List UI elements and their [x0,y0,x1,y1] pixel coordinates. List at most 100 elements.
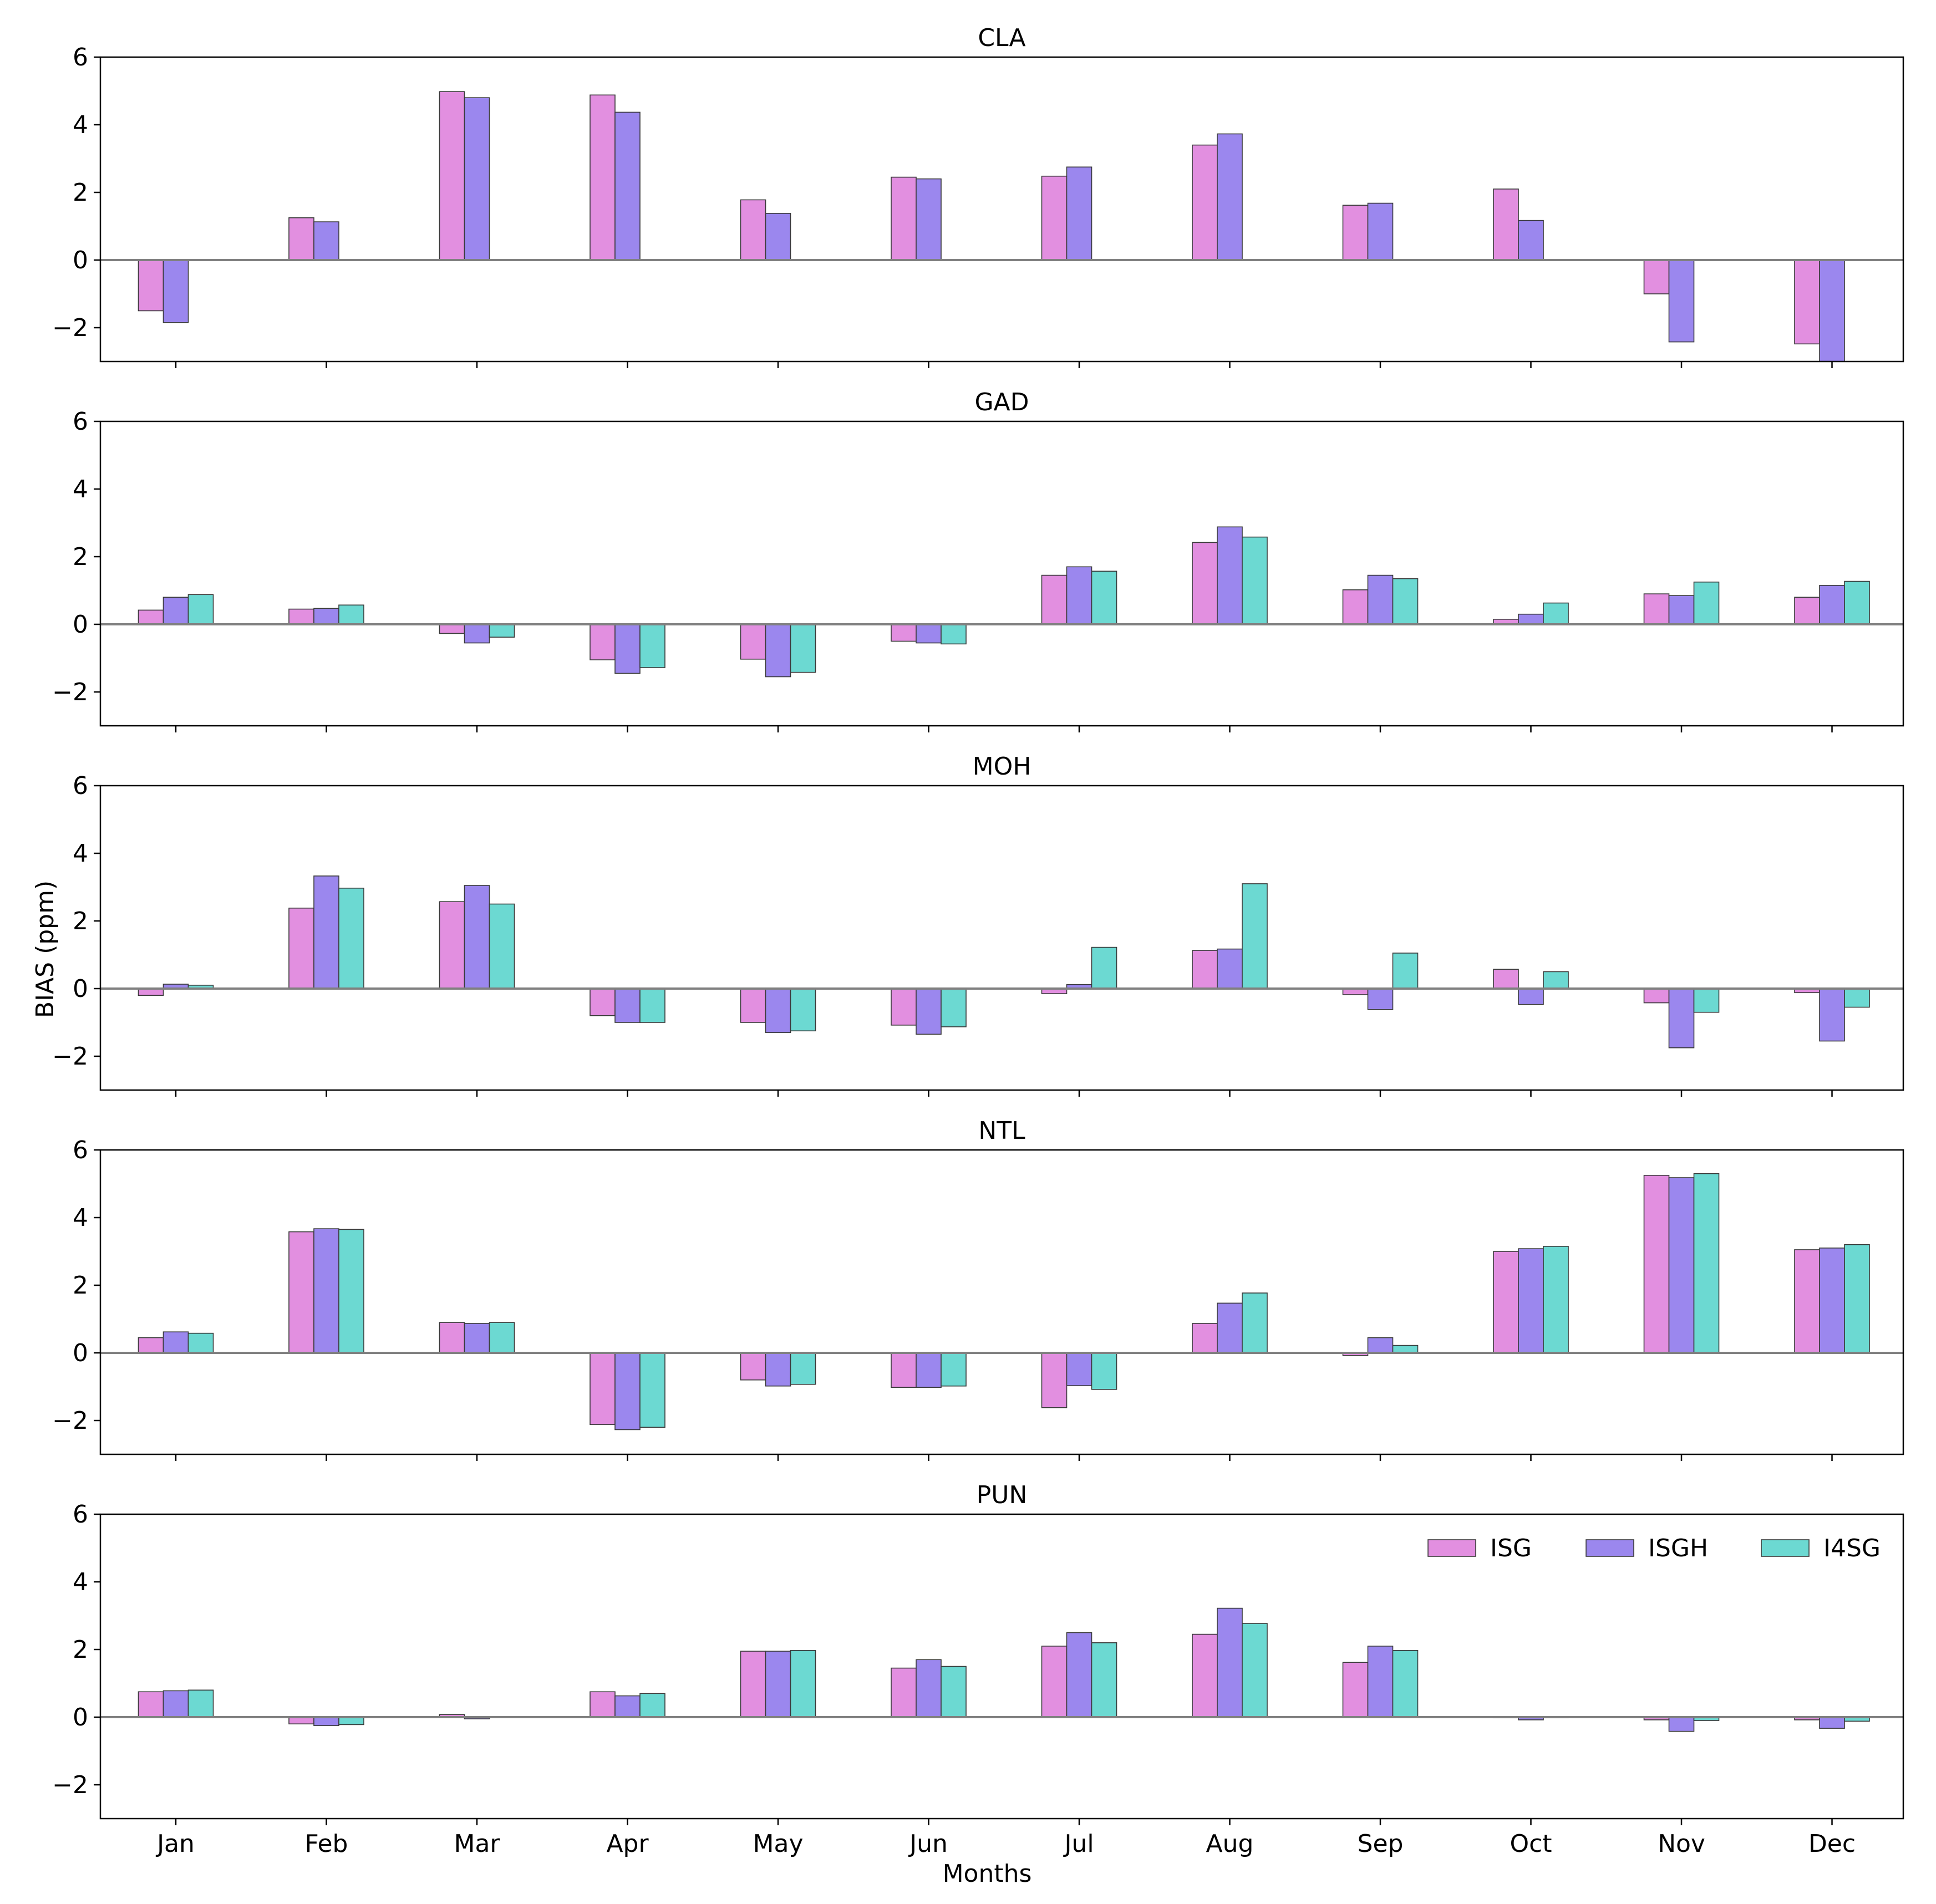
bar-isgh-feb [313,608,339,625]
y-tick-label: 0 [73,246,88,274]
panel-title: PUN [977,1481,1028,1509]
bar-isgh-jun [916,1659,942,1718]
bar-isg-may [740,1352,766,1381]
bar-isgh-aug [1217,1302,1243,1353]
bar-isgh-feb [313,1228,339,1353]
bar-i4sg-jul [1091,1642,1117,1718]
panel-frame [99,56,1904,363]
bars-group [138,1173,1870,1430]
bar-isg-apr [590,1352,616,1426]
bar-isg-jun [891,624,917,642]
bar-i4sg-apr [639,1693,665,1718]
bar-isg-jun [891,176,917,261]
bar-isgh-jul [1066,1632,1093,1718]
bar-i4sg-mar [489,1322,515,1353]
bar-isg-jun [891,1667,917,1718]
y-tick-label: 0 [73,975,88,1003]
x-tick-label: Aug [1206,1830,1254,1858]
bar-isgh-oct [1518,220,1544,261]
bar-i4sg-oct [1543,1246,1569,1353]
bar-i4sg-jul [1091,571,1117,625]
bar-isgh-apr [614,988,641,1023]
x-tick-label: Mar [454,1830,500,1858]
bar-isg-apr [590,988,616,1016]
legend-swatch-isg [1427,1539,1476,1557]
bar-i4sg-jan [187,594,214,625]
legend-label-isg: ISG [1490,1534,1532,1562]
panel-cla: CLA −2 0 2 4 6 [52,24,1904,368]
bar-isg-dec [1794,1249,1820,1353]
panel-title: NTL [978,1117,1025,1145]
bar-isg-dec [1794,597,1820,625]
bar-isgh-jul [1066,566,1093,625]
panel-frame [99,1513,1904,1820]
bar-isgh-jun [916,178,942,261]
bar-i4sg-feb [338,888,364,989]
y-tick-label: 6 [73,408,88,436]
bar-i4sg-sep [1392,578,1419,625]
y-axis-label: BIAS (ppm) [31,880,59,1018]
legend-label-isgh: ISGH [1648,1534,1708,1562]
bar-isg-jul [1041,574,1068,625]
x-tick-label: Apr [606,1830,649,1858]
bar-isg-feb [288,217,314,261]
bar-isg-oct [1493,969,1519,989]
legend: ISG ISGH I4SG [1427,1534,1881,1562]
panel-pun: PUN −2 0 2 4 6 Jan Feb Mar Apr May Jun Jul Aug Sep Oct N… [52,1481,1904,1858]
bar-isgh-oct [1518,1248,1544,1353]
bar-i4sg-may [790,1650,816,1718]
bar-i4sg-nov [1693,988,1720,1013]
bar-isgh-aug [1217,948,1243,989]
bar-isgh-sep [1367,1646,1394,1718]
y-tick-label: 0 [73,1703,88,1732]
bar-isg-nov [1643,1174,1670,1353]
bar-isg-jun [891,1352,917,1388]
panel-title: MOH [973,752,1031,781]
y-tick-label: 4 [73,1204,88,1232]
y-tick-label: 0 [73,1339,88,1367]
bar-isgh-may [765,1651,791,1718]
bar-isg-feb [288,908,314,989]
bar-isg-may [740,988,766,1023]
bar-i4sg-mar [489,903,515,989]
x-tick-label: Jul [1063,1830,1094,1858]
bar-isgh-nov [1668,988,1695,1048]
y-tick-label: 4 [73,1568,88,1596]
bar-i4sg-jan [187,1332,214,1353]
y-tick-label: 2 [73,907,88,935]
bar-i4sg-may [790,624,816,673]
bar-isgh-aug [1217,133,1243,261]
bar-i4sg-dec [1844,1244,1870,1353]
bar-isgh-sep [1367,574,1394,625]
bar-i4sg-oct [1543,602,1569,625]
panel-frame [99,420,1904,727]
bar-isg-aug [1192,542,1218,625]
bar-isgh-may [765,624,791,678]
bar-isgh-jan [162,1331,189,1353]
bar-isgh-jul [1066,1352,1093,1386]
bar-i4sg-jun [941,1352,967,1387]
y-tick-label: 6 [73,43,88,72]
x-tick-label: Jan [155,1830,195,1858]
bar-i4sg-dec [1844,581,1870,625]
legend-swatch-i4sg [1761,1539,1810,1557]
bar-isg-aug [1192,950,1218,989]
bar-isg-may [740,1651,766,1718]
bar-isg-aug [1192,1633,1218,1718]
bar-i4sg-feb [338,604,364,625]
x-tick-label: Dec [1808,1830,1856,1858]
panel-title: CLA [978,24,1025,52]
bar-i4sg-dec [1844,988,1870,1008]
bar-isg-jul [1041,175,1068,261]
y-tick-label: −2 [52,1407,88,1435]
y-tick-label: −2 [52,1771,88,1799]
bar-isgh-jun [916,1352,942,1388]
y-tick-label: −2 [52,678,88,706]
x-tick-label: Oct [1510,1830,1552,1858]
bar-isg-may [740,624,766,660]
bar-isg-feb [288,608,314,625]
bar-isg-apr [590,1691,616,1718]
bar-isgh-feb [313,1717,339,1727]
panel-gad: GAD −2 0 2 4 6 [52,388,1904,732]
bar-isg-nov [1643,593,1670,625]
